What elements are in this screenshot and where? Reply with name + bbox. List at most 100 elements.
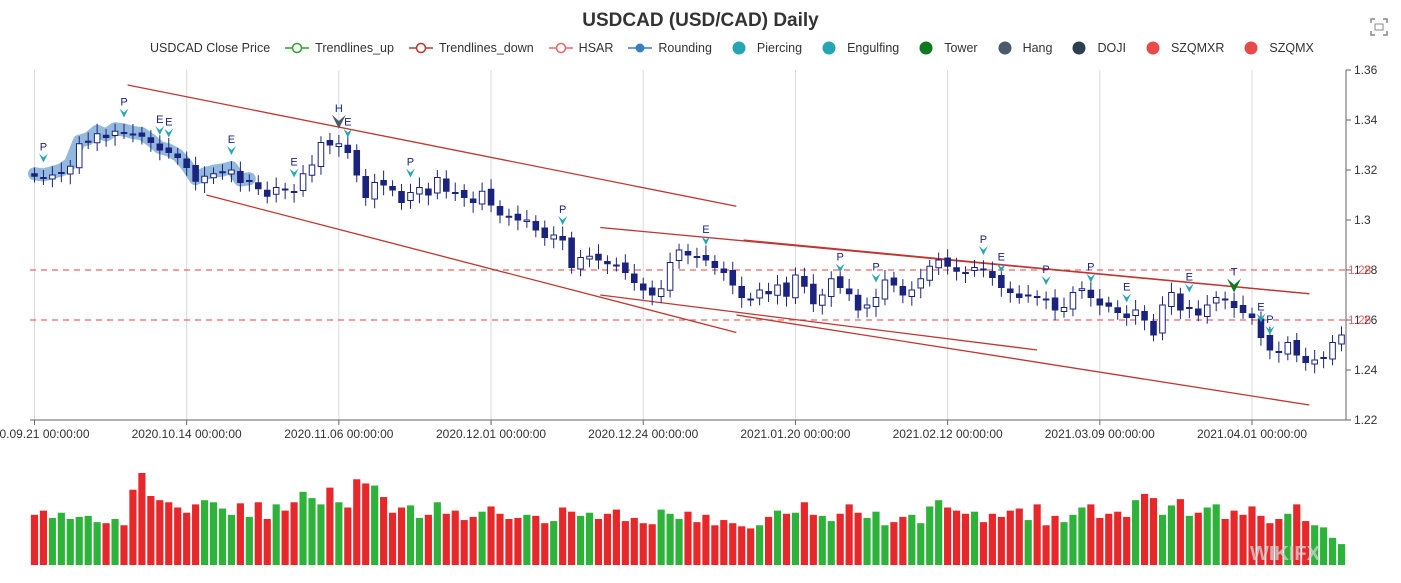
candle-body: [58, 172, 65, 174]
candle-body: [944, 257, 951, 267]
volume-bar: [559, 507, 567, 565]
pattern-marker-icon: [343, 128, 353, 138]
volume-bar: [469, 516, 477, 565]
volume-bar: [57, 512, 65, 565]
volume-bar: [1158, 514, 1167, 565]
legend-item[interactable]: Hang: [992, 41, 1053, 55]
candle-body: [1230, 301, 1238, 308]
volume-bar: [478, 511, 486, 565]
volume-bar: [684, 511, 692, 565]
pattern-marker-icon: [1122, 293, 1132, 303]
legend-symbol-icon: [1238, 41, 1264, 55]
volume-bar: [415, 517, 424, 565]
candle-body: [801, 276, 808, 287]
legend-item[interactable]: Trendlines_down: [408, 41, 534, 55]
candle-body: [263, 189, 271, 197]
candle-body: [953, 267, 960, 272]
volume-bar: [254, 502, 262, 565]
legend-label: Trendlines_down: [438, 41, 534, 55]
legend-item[interactable]: USDCAD Close Price: [150, 41, 270, 55]
candle-body: [836, 276, 844, 288]
volume-bar: [711, 525, 719, 565]
volume-bar: [1140, 493, 1149, 565]
x-tick-label: 2021.03.09 00:00:00: [1045, 427, 1155, 441]
legend-item[interactable]: DOJI: [1066, 41, 1126, 55]
y-tick-label: 1.24: [1354, 363, 1378, 377]
legend-item[interactable]: Trendlines_up: [284, 41, 394, 55]
pattern-marker-icon: [164, 128, 174, 138]
legend-item[interactable]: Tower: [913, 41, 978, 55]
volume-bar: [773, 510, 782, 565]
legend-label: Hang: [1022, 41, 1053, 55]
volume-bar: [397, 507, 406, 565]
pattern-label: P: [1087, 262, 1094, 274]
candle-body: [1284, 342, 1292, 355]
candle-body: [711, 261, 719, 268]
candle-body: [604, 261, 611, 265]
candle-body: [774, 284, 781, 296]
pattern-marker-icon: [1041, 276, 1051, 285]
volume-bar: [308, 498, 316, 565]
x-tick-label: 2021.04.01 00:00:00: [1197, 427, 1307, 441]
pattern-label: E: [998, 252, 1005, 264]
candle-body: [147, 137, 155, 143]
volume-bar: [827, 521, 835, 565]
volume-bar: [1123, 516, 1131, 565]
legend-item[interactable]: Rounding: [627, 41, 712, 55]
candle-body: [1096, 298, 1104, 306]
volume-bar: [1132, 500, 1140, 565]
candle-body: [1042, 298, 1050, 301]
candle-body: [747, 298, 754, 301]
volume-bar: [1024, 520, 1032, 565]
volume-bar: [621, 521, 629, 565]
volume-bar: [424, 514, 432, 565]
pattern-marker-icon: [558, 216, 568, 225]
legend-item[interactable]: Piercing: [726, 41, 802, 55]
candle-body: [93, 133, 101, 144]
hsar-label: 1.28: [1348, 263, 1372, 277]
candle-body: [872, 297, 880, 307]
volume-bar: [729, 523, 737, 565]
volume-bar: [952, 510, 961, 565]
legend-label: SZQMXR: [1170, 41, 1225, 55]
candle-body: [917, 278, 925, 289]
candle-body: [1114, 307, 1121, 313]
trendline: [743, 239, 1310, 295]
volume-bar: [720, 520, 728, 565]
legend-label: Trendlines_up: [315, 41, 394, 55]
volume-bar: [594, 519, 603, 565]
pattern-marker-icon: [405, 168, 415, 178]
candle-body: [290, 191, 298, 193]
volume-bar: [272, 504, 280, 565]
candle-body: [532, 221, 540, 231]
candle-body: [1177, 293, 1184, 311]
candle-body: [559, 236, 566, 241]
pattern-marker-icon: [38, 153, 48, 163]
zoom-icon[interactable]: [1369, 17, 1389, 37]
pattern-marker-icon: [1184, 283, 1194, 293]
legend-symbol-icon: [816, 41, 842, 55]
candle-body: [586, 255, 593, 260]
volume-bar: [1257, 515, 1265, 565]
legend-label: SZQMX: [1269, 41, 1314, 55]
candle-body: [201, 175, 208, 184]
legend-item[interactable]: HSAR: [548, 41, 613, 55]
candle-body: [1060, 307, 1068, 312]
candle-body: [102, 134, 110, 138]
candle-body: [648, 287, 656, 296]
volume-bar: [1337, 544, 1346, 565]
y-tick-label: 1.34: [1354, 113, 1378, 127]
candle-body: [595, 253, 602, 261]
volume-bar: [1230, 510, 1238, 565]
candle-body: [550, 234, 557, 240]
trendline: [127, 84, 737, 207]
pattern-label: P: [837, 252, 844, 264]
candle-body: [675, 249, 683, 261]
x-tick-label: 2020.09.21 00:00:00: [0, 427, 90, 441]
legend-item[interactable]: Engulfing: [816, 41, 899, 55]
legend-item[interactable]: SZQMXR: [1140, 41, 1224, 55]
legend-label: Piercing: [756, 41, 803, 55]
volume-bar: [317, 504, 325, 565]
volume-bar: [738, 526, 746, 565]
legend-item[interactable]: SZQMX: [1238, 41, 1314, 55]
